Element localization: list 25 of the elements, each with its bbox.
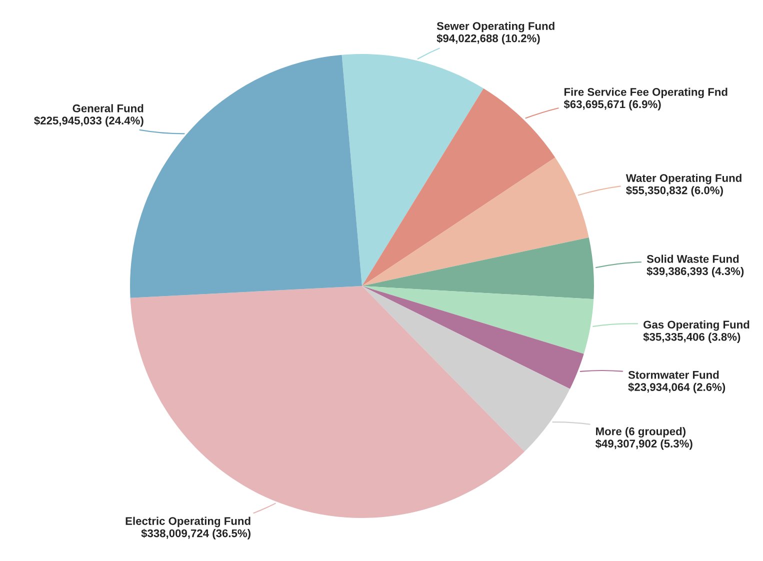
data-label: $49,307,902 (5.3%) [595,439,692,450]
data-label: $39,386,393 (4.3%) [646,266,744,278]
pie-slice [130,286,525,518]
data-label: $23,934,064 (2.6%) [628,382,726,394]
pie-slice [362,88,556,286]
data-label: $338,009,724 (36.5%) [141,528,250,540]
data-label: $55,350,832 (6.0%) [626,186,723,196]
pie-slice [362,237,594,300]
slice-label: Fire Service Fee Operating Fnd [564,88,728,98]
pie-slice [362,286,570,452]
slice-label: Electric Operating Fund [126,516,250,528]
slice-label: General Fund [72,104,144,112]
pie-slice [362,158,589,286]
pie-slice [362,286,584,389]
slice-label: Sewer Operating Fund [436,22,554,32]
slice-label: Solid Waste Fund [646,254,739,263]
data-label: $63,695,671 (6.9%) [564,100,661,110]
data-label: $225,945,033 (24.4%) [34,116,144,127]
slice-label: Gas Operating Fund [644,320,750,331]
data-label: $94,022,688 (10.2%) [436,34,540,44]
data-label: $35,335,406 (3.8%) [643,332,740,344]
slice-label: More (6 grouped) [596,427,686,438]
slice-label: Water Operating Fund [626,174,742,184]
pie-slice [362,286,594,354]
slice-label: Stormwater Fund [628,370,719,379]
